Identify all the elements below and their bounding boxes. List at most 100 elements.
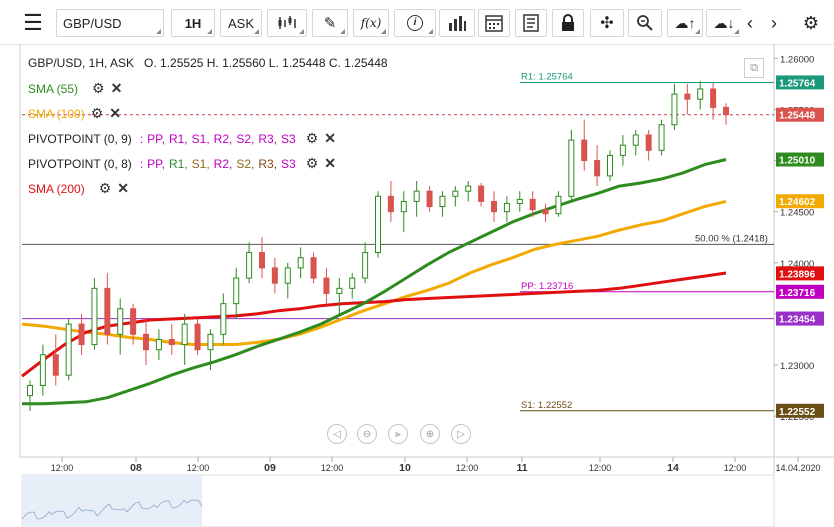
y-tick-label: 1.24000 [780, 259, 814, 270]
gear-icon[interactable]: ⚙ [98, 180, 112, 196]
candle-body [452, 190, 459, 197]
timeframe-select[interactable]: 1H [171, 9, 215, 37]
close-icon[interactable]: ✕ [110, 80, 123, 96]
candle-body [387, 195, 394, 213]
candle-body [491, 200, 497, 213]
zoom-out-icon: ⊖ [362, 428, 372, 440]
ohlc-text: GBP/USD, 1H, ASK O. 1.25525 H. 1.25560 L… [28, 56, 388, 70]
magnifier-icon [637, 15, 653, 31]
pencil-icon: ✎ [323, 15, 337, 32]
gear-icon[interactable]: ⚙ [92, 80, 105, 96]
candle-body [465, 185, 472, 192]
gear-icon[interactable]: ⚙ [305, 155, 319, 171]
candle-body [594, 160, 601, 177]
pivot9-title: PIVOTPOINT (0, 9) [28, 131, 132, 146]
candle-body [529, 198, 536, 211]
fit-icon: ⫸ [395, 428, 401, 440]
hamburger-icon: ☰ [23, 10, 43, 35]
price-chart[interactable]: 1.260001.255001.250001.245001.240001.235… [0, 44, 834, 527]
price-label-text: 1.22552 [779, 407, 816, 418]
news-button[interactable] [515, 9, 547, 37]
close-icon[interactable]: ✕ [117, 180, 129, 196]
price-label-box [776, 194, 824, 209]
zoom-in-button[interactable]: ⊕ [420, 424, 440, 444]
download-button[interactable]: ☁↓ [706, 9, 742, 37]
menu-button[interactable]: ☰ [14, 9, 52, 37]
fit-button[interactable]: ⫸ [388, 424, 408, 444]
pivot-level-label: R1, [168, 156, 188, 171]
y-tick-label: 1.26000 [780, 54, 814, 65]
pivot-level-label: R2, [213, 156, 233, 171]
chart-annotation: S1: 1.22552 [521, 400, 572, 411]
pivot-level-label: S3 [281, 156, 296, 171]
cloud-download-icon: ☁↓ [713, 14, 735, 31]
forward-button[interactable]: › [765, 9, 783, 37]
zoom-in-icon: ⊕ [425, 428, 435, 440]
toolbar: ☰ GBP/USD 1H ASK ✎ f(x) i ✣ ☁↑ ☁↓ [0, 0, 834, 45]
candle-body [619, 144, 626, 156]
y-tick-label: 1.24500 [780, 208, 814, 219]
legend-sma55: SMA (55) ⚙ ✕ [28, 80, 122, 97]
gear-icon[interactable]: ⚙ [305, 130, 319, 146]
candle-body [516, 198, 523, 204]
candle-body [220, 303, 227, 335]
close-icon[interactable]: ✕ [324, 130, 337, 146]
colon: : [139, 131, 144, 146]
zoom-button[interactable] [628, 9, 662, 37]
colon: : [139, 156, 144, 171]
candle-body [310, 257, 317, 279]
scroll-left-button[interactable]: ◁ [327, 424, 347, 444]
chevron-left-icon: ‹ [747, 12, 753, 33]
settings-button[interactable]: ⚙ [796, 9, 826, 37]
candle-body [181, 323, 188, 346]
candle-body [39, 354, 46, 386]
zoom-out-button[interactable]: ⊖ [357, 424, 377, 444]
calendar-button[interactable] [478, 9, 510, 37]
calendar-icon [485, 15, 503, 32]
draw-tool-button[interactable]: ✎ [312, 9, 348, 37]
candle-body [246, 252, 253, 279]
gear-icon[interactable]: ⚙ [90, 105, 104, 121]
expand-button[interactable]: ⧉ [744, 58, 764, 78]
symbol-select[interactable]: GBP/USD [56, 9, 164, 37]
lock-button[interactable] [552, 9, 584, 37]
close-icon[interactable]: ✕ [109, 105, 121, 121]
legend-pivot9: PIVOTPOINT (0, 9) : PP, R1, S1, R2, S2, R3, S3… [28, 130, 336, 147]
chart-type-button[interactable] [267, 9, 307, 37]
candle-body [78, 323, 85, 346]
fx-label: f(x) [360, 16, 382, 30]
pivot-level-label: R2, [213, 131, 233, 146]
x-tick-label: 09 [264, 462, 276, 474]
pivot-level-label: R1, [168, 131, 188, 146]
volume-button[interactable] [439, 9, 475, 37]
price-label-box [776, 311, 824, 326]
cloud-upload-icon: ☁↑ [674, 14, 696, 31]
x-tick-label: 10 [399, 462, 411, 474]
candle-body [155, 338, 162, 351]
timeframe-label: 1H [184, 15, 202, 31]
price-label-text: 1.25010 [779, 156, 816, 167]
indicators-button[interactable]: f(x) [353, 9, 389, 37]
pivot8-title: PIVOTPOINT (0, 8) [28, 156, 132, 171]
candle-body [684, 93, 691, 100]
close-icon[interactable]: ✕ [324, 155, 337, 171]
price-label-text: 1.24602 [779, 197, 816, 208]
navigator-window [22, 475, 202, 527]
price-label-text: 1.23896 [779, 269, 816, 280]
back-button[interactable]: ‹ [741, 9, 759, 37]
upload-button[interactable]: ☁↑ [667, 9, 703, 37]
candle-body [233, 277, 240, 305]
sma55-line [22, 158, 727, 406]
info-button[interactable]: i [394, 9, 436, 37]
crosshair-button[interactable]: ✣ [590, 9, 624, 37]
x-tick-label: 14.04.2020 [775, 463, 820, 473]
ohlc-header: GBP/USD, 1H, ASK O. 1.25525 H. 1.25560 L… [28, 56, 388, 70]
legend-pivot8: PIVOTPOINT (0, 8) : PP, R1, S1, R2, S2, R3, S3… [28, 155, 336, 172]
document-icon [523, 14, 539, 32]
price-side-select[interactable]: ASK [220, 9, 262, 37]
navigator-line [21, 499, 203, 520]
chevron-right-icon: › [771, 12, 777, 33]
scroll-right-button[interactable]: ▷ [451, 424, 471, 444]
candle-body [568, 139, 575, 197]
candle-body [697, 88, 704, 100]
